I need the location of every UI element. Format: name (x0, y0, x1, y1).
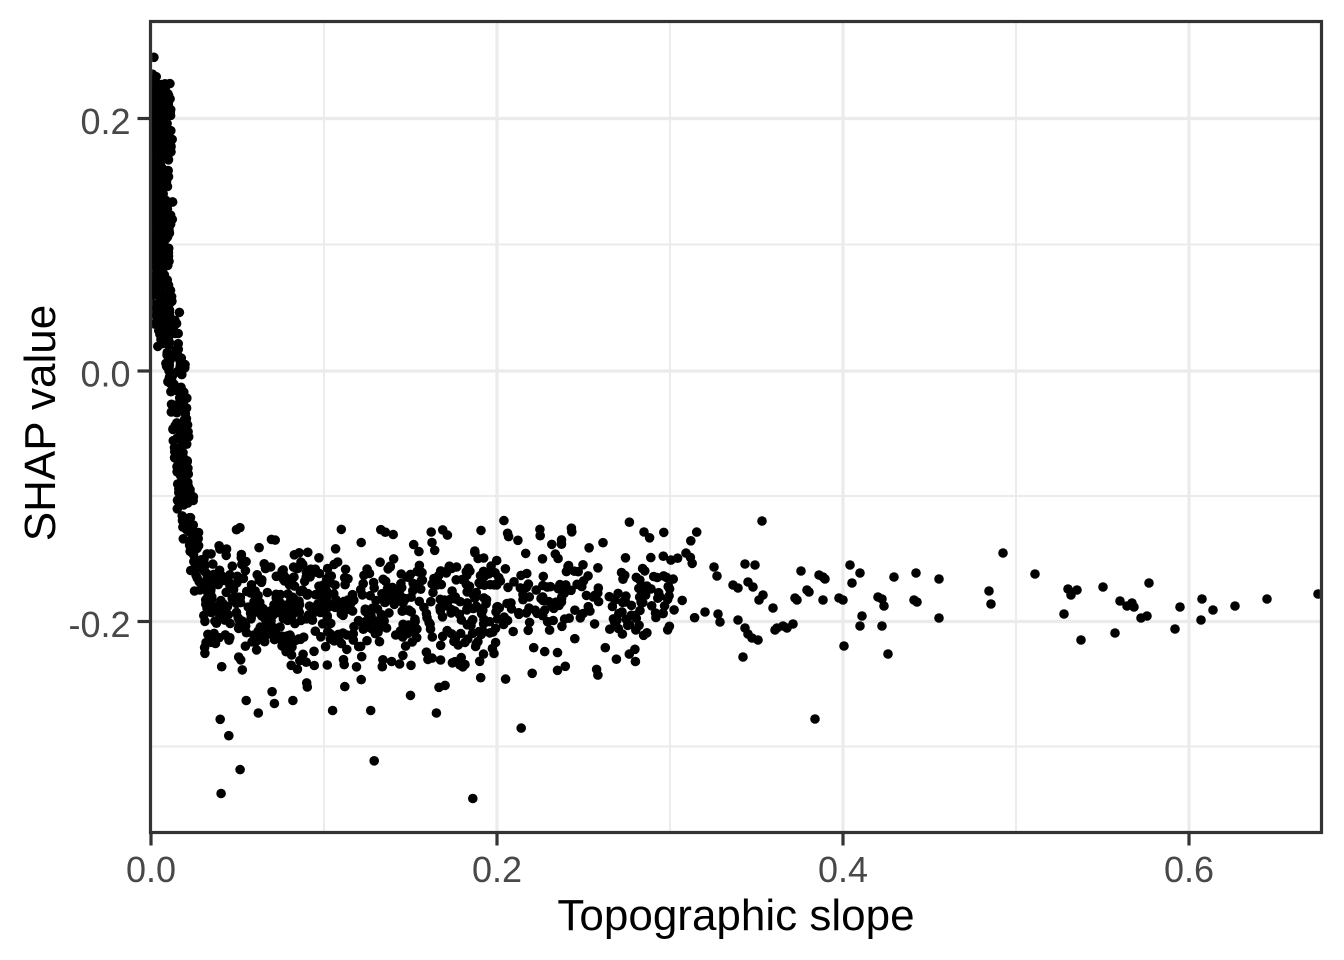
svg-text:0.0: 0.0 (126, 849, 176, 890)
svg-text:SHAP value: SHAP value (16, 305, 65, 541)
svg-text:0.2: 0.2 (472, 849, 522, 890)
svg-text:0.2: 0.2 (80, 101, 130, 142)
svg-text:0.0: 0.0 (80, 354, 130, 395)
svg-text:-0.2: -0.2 (68, 604, 130, 645)
svg-text:0.6: 0.6 (1164, 849, 1214, 890)
svg-text:Topographic slope: Topographic slope (557, 891, 914, 940)
svg-text:0.4: 0.4 (818, 849, 868, 890)
